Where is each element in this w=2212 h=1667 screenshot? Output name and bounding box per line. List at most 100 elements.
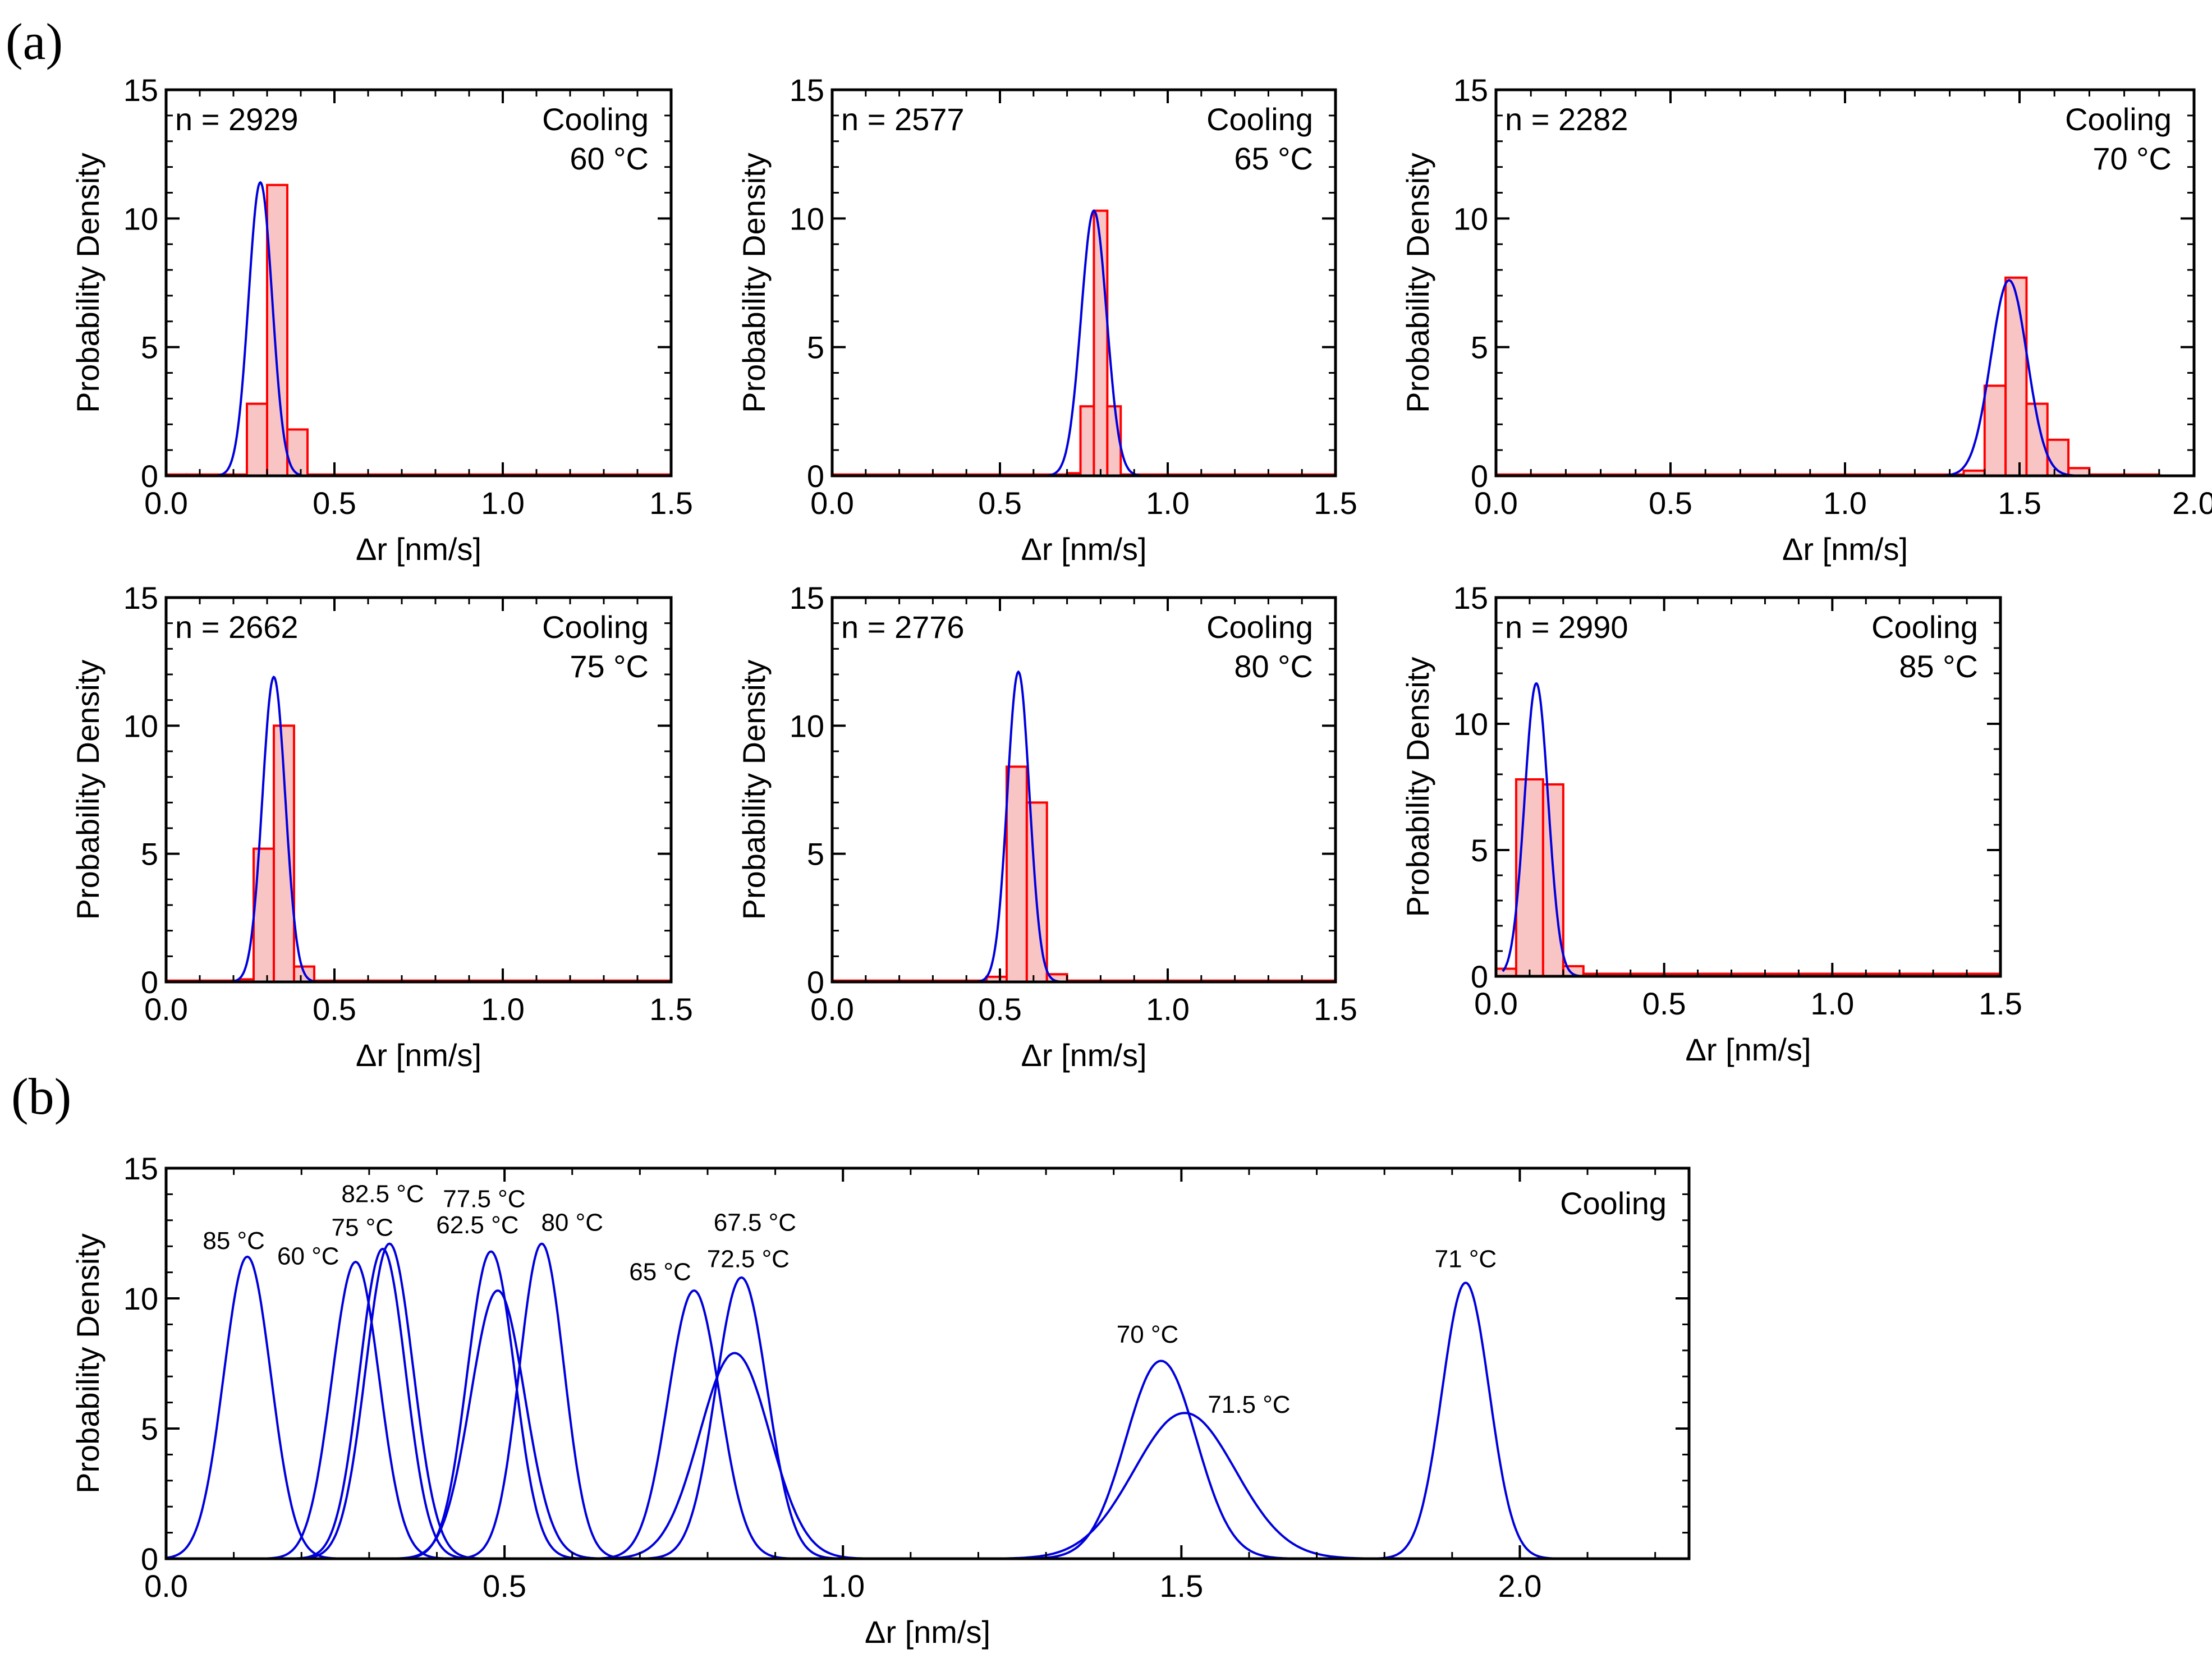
y-tick-label: 15 [123,1151,158,1186]
x-axis-label: Δr [nm/s] [1021,1037,1146,1073]
chart-a-85: 0.0 0.5 1.0 1.5 0 5 10 15 Δr [nm/s] Probability D… [1400,580,2022,1067]
mode-label: Cooling [2065,102,2172,137]
y-tick-label: 5 [141,837,158,872]
y-tick-label: 5 [141,1411,158,1446]
sample-count: n = 2929 [175,102,299,137]
y-axis-label: Probability Density [70,660,105,920]
y-tick-label: 10 [790,201,824,236]
histogram-bar [246,402,268,477]
chart-a-65: 0.0 0.5 1.0 1.5 0 5 10 15 Δr [nm/s] Probability D… [736,72,1357,567]
plot-frame [164,1167,1691,1560]
mode-label: Cooling [1206,102,1313,137]
series-label: 80 °C [541,1209,603,1236]
x-axis-label: Δr [nm/s] [1782,531,1908,567]
x-tick-label: 1.5 [1979,986,2022,1021]
y-tick-label: 10 [123,201,158,236]
histogram-bar [1079,405,1095,477]
histogram-bar [266,183,288,477]
y-tick-label: 10 [790,708,824,743]
x-tick-label: 0.5 [978,991,1022,1027]
plot-frame [164,596,673,984]
x-tick-label: 1.5 [1159,1568,1203,1604]
y-tick-label: 5 [807,330,824,365]
y-tick-label: 0 [807,458,824,494]
mode-label: Cooling [1871,609,1978,645]
temperature-label: 65 °C [1234,141,1313,176]
y-axis-label: Probability Density [736,153,772,413]
x-tick-label: 1.0 [1823,485,1867,521]
y-tick-label: 15 [790,72,824,108]
sample-count: n = 2662 [175,609,299,645]
y-tick-label: 5 [1471,833,1488,868]
panel-a-label: (a) [6,13,63,70]
x-axis-label: Δr [nm/s] [356,531,481,567]
x-tick-label: 1.0 [481,485,525,521]
y-tick-label: 5 [141,330,158,365]
chart-a-75: 0.0 0.5 1.0 1.5 0 5 10 15 Δr [nm/s] Probability D… [70,580,693,1073]
series-label: 67.5 °C [714,1209,796,1236]
y-axis-label: Probability Density [1400,657,1435,917]
series-line [279,1247,487,1560]
series-label: 82.5 °C [341,1180,424,1207]
series-label: 72.5 °C [707,1245,790,1273]
x-tick-label: 1.5 [1314,485,1357,521]
histogram-bar [1983,384,2007,477]
x-tick-label: 0.5 [483,1568,526,1604]
series-label: 60 °C [277,1243,339,1270]
x-tick-label: 0.0 [1474,986,1518,1021]
plot-frame [830,596,1337,984]
series-line [249,1260,462,1560]
series-line [578,1289,810,1560]
series-line [1359,1282,1572,1560]
y-tick-label: 0 [1471,458,1488,494]
temperature-label: 75 °C [570,649,649,684]
x-tick-label: 2.0 [1498,1568,1542,1604]
y-tick-label: 5 [807,837,824,872]
panel-b-label: (b) [11,1068,71,1125]
x-axis-label: Δr [nm/s] [1685,1032,1811,1067]
x-tick-label: 1.0 [481,991,525,1027]
chart-a-80: 0.0 0.5 1.0 1.5 0 5 10 15 Δr [nm/s] Probability D… [736,580,1357,1073]
y-tick-label: 15 [123,580,158,616]
x-tick-label: 1.0 [1146,991,1190,1027]
y-axis-label: Probability Density [736,660,772,920]
sample-count: n = 2282 [1505,102,1628,137]
x-tick-label: 1.5 [1314,991,1357,1027]
x-tick-label: 1.0 [1146,485,1190,521]
mode-label: Cooling [1206,609,1313,645]
y-tick-label: 10 [1453,201,1488,236]
x-axis-label: Δr [nm/s] [1021,531,1146,567]
x-tick-label: 0.5 [978,485,1022,521]
x-tick-label: 0.5 [313,991,356,1027]
x-tick-label: 0.0 [144,485,188,521]
y-tick-label: 0 [807,965,824,1000]
series-line [576,1352,893,1560]
x-tick-label: 0.5 [1642,986,1686,1021]
y-axis-label: Probability Density [70,1233,105,1494]
plot-frame [1494,88,2196,477]
series-label: 85 °C [203,1227,265,1255]
y-axis-label: Probability Density [1400,153,1435,413]
chart-a-70: 0.0 0.5 1.0 1.5 2.0 0 5 10 15 Δr [nm/s] Probabilit… [1400,72,2212,567]
histogram-bar [2004,276,2028,477]
series-label: 71.5 °C [1208,1391,1290,1418]
x-tick-label: 0.0 [144,1568,188,1604]
chart-b-overlay: 85 °C 60 °C75 °C 82.5 °C 77.5 °C62.5 °C 80 °… [70,1151,1691,1650]
x-tick-label: 1.0 [1810,986,1854,1021]
x-tick-label: 1.5 [649,485,693,521]
series-label: 70 °C [1117,1321,1179,1348]
series-label: 75 °C [332,1214,394,1242]
series-line [375,1289,620,1560]
x-tick-label: 2.0 [2172,485,2212,521]
y-tick-label: 0 [141,1541,158,1577]
sample-count: n = 2577 [841,102,965,137]
series-line [1002,1360,1320,1560]
series-label: 62.5 °C [436,1211,518,1239]
x-tick-label: 0.0 [810,991,854,1027]
series-line [441,1242,643,1560]
plot-frame [830,88,1337,477]
series-label: 77.5 °C [443,1186,525,1213]
x-tick-label: 1.5 [649,991,693,1027]
y-tick-label: 10 [1453,706,1488,742]
